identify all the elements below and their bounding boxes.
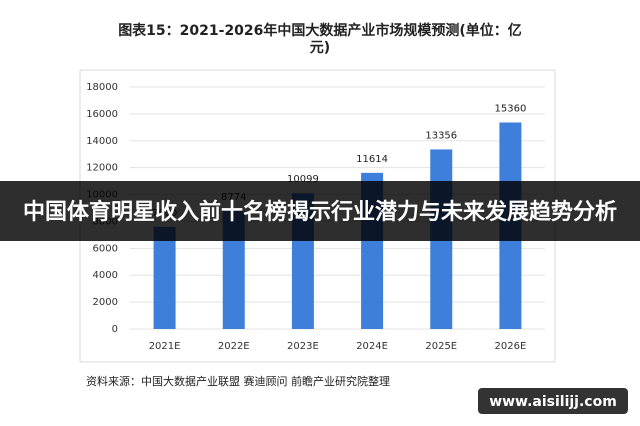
y-tick-label: 2000: [93, 297, 118, 308]
title-line: 图表15：2021-2026年中国大数据产业市场规模预测(单位：亿: [118, 22, 522, 39]
y-tick-label: 4000: [93, 270, 118, 281]
y-tick-label: 6000: [93, 243, 118, 254]
site-url: www.aisilijj.com: [489, 394, 617, 410]
y-tick-label: 14000: [86, 136, 118, 147]
value-label: 15360: [495, 103, 527, 114]
banner-bg: [0, 181, 640, 241]
title-line: 元): [310, 40, 330, 56]
x-tick-label: 2022E: [218, 341, 250, 352]
value-label: 13356: [425, 130, 457, 141]
x-tick-label: 2023E: [287, 341, 319, 352]
x-tick-label: 2025E: [425, 341, 457, 352]
y-tick-label: 16000: [86, 109, 118, 120]
y-tick-label: 0: [112, 324, 118, 335]
x-tick-label: 2021E: [149, 341, 181, 352]
site-badge: [478, 388, 628, 414]
x-tick-label: 2024E: [356, 341, 388, 352]
bar: [153, 226, 176, 329]
source-note: 资料来源：中国大数据产业联盟 赛迪顾问 前瞻产业研究院整理: [86, 374, 390, 388]
value-label: 10099: [287, 174, 319, 185]
chart-title: 图表15：2021-2026年中国大数据产业市场规模预测(单位：亿元): [118, 22, 522, 56]
value-label: 11614: [356, 154, 388, 165]
y-tick-label: 12000: [86, 163, 118, 174]
x-tick-label: 2026E: [495, 341, 527, 352]
y-tick-label: 18000: [86, 82, 118, 93]
banner-text: 中国体育明星收入前十名榜揭示行业潜力与未来发展趋势分析: [23, 199, 617, 225]
